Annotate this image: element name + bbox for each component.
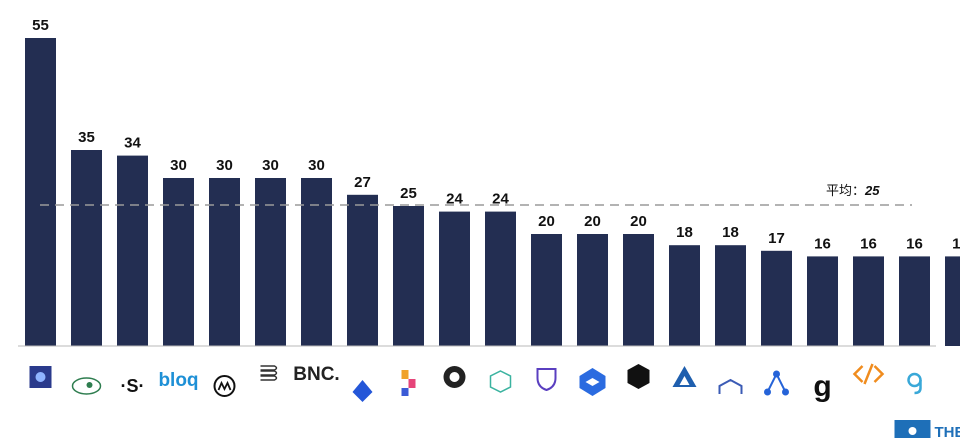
- bar-3: [117, 155, 148, 346]
- m-circle-icon: [213, 375, 236, 397]
- data-label-18: 16: [814, 235, 831, 252]
- data-label-17: 17: [768, 230, 785, 247]
- bar-12: [531, 234, 562, 346]
- bar-16: [715, 245, 746, 346]
- bar-6: [255, 178, 286, 346]
- data-label-9: 25: [400, 185, 417, 202]
- leaf-oval-icon: [71, 377, 102, 395]
- data-label-13: 20: [584, 213, 601, 230]
- bar-5: [209, 178, 240, 346]
- data-label-10: 24: [446, 191, 463, 208]
- bnc-icon: BNC.: [293, 364, 339, 385]
- svg-text:g: g: [813, 370, 831, 403]
- svg-text:BNC.: BNC.: [293, 364, 339, 385]
- g-swirl-icon: [907, 372, 922, 395]
- data-labels-group: 55 35 34 30 30 30 30 27 25 24 24 20 20 20 18 18 17 16 16 16…: [32, 17, 960, 252]
- data-label-21: 16: [952, 235, 960, 252]
- bar-18: [807, 256, 838, 346]
- bar-19: [853, 256, 884, 346]
- bar-10: [439, 211, 470, 346]
- data-label-1: 55: [32, 17, 49, 34]
- stacked-lines-icon: [260, 365, 278, 381]
- data-label-6: 30: [262, 157, 279, 174]
- bar-7: [301, 178, 332, 346]
- average-label-text: 平均：: [826, 183, 865, 198]
- hex-cube-icon: [29, 366, 52, 388]
- data-label-11: 24: [492, 191, 509, 208]
- data-label-8: 27: [354, 174, 371, 191]
- data-label-2: 35: [78, 129, 95, 146]
- cube-outline-icon: [489, 370, 512, 393]
- data-label-20: 16: [906, 235, 923, 252]
- data-label-7: 30: [308, 157, 325, 174]
- data-label-16: 18: [722, 224, 739, 241]
- bar-8: [347, 194, 378, 346]
- bar-9: [393, 206, 424, 346]
- code-chevron-icon: [852, 363, 885, 385]
- bar-4: [163, 178, 194, 346]
- data-label-14: 20: [630, 213, 647, 230]
- data-label-15: 18: [676, 224, 693, 241]
- bloq-icon: bloq: [158, 370, 198, 391]
- triangle-icon: [672, 366, 697, 387]
- category-icons-group: ·S· bloq BNC. g THE: [29, 363, 960, 438]
- bar-20: [899, 256, 930, 346]
- bridge-icon: [718, 378, 743, 394]
- bar-15: [669, 245, 700, 346]
- puzzle-icon: [401, 370, 416, 396]
- data-label-4: 30: [170, 157, 187, 174]
- dot-s-icon: ·S·: [121, 376, 145, 396]
- average-value: 25: [864, 183, 880, 198]
- shield-icon: [536, 368, 557, 392]
- aperture-icon: [443, 366, 466, 388]
- bar-1: [25, 38, 56, 346]
- g-icon: g: [813, 370, 831, 403]
- svg-text:bloq: bloq: [158, 370, 198, 391]
- bars-group: [25, 38, 960, 346]
- drop-cube-icon: [352, 380, 373, 402]
- bar-17: [761, 250, 792, 346]
- hex-layer-icon: [579, 368, 606, 396]
- svg-text:THE: THE: [935, 424, 960, 438]
- data-label-19: 16: [860, 235, 877, 252]
- data-label-5: 30: [216, 157, 233, 174]
- bar-14: [623, 234, 654, 346]
- cube-black-icon: [627, 364, 650, 389]
- average-label: 平均：25: [826, 183, 880, 198]
- data-label-3: 34: [124, 135, 141, 152]
- data-label-12: 20: [538, 213, 555, 230]
- bar-21: [945, 256, 960, 346]
- svg-text:·S·: ·S·: [121, 376, 145, 396]
- bar-11: [485, 211, 516, 346]
- network-node-icon: [764, 370, 789, 396]
- bar-2: [71, 150, 102, 346]
- bar-13: [577, 234, 608, 346]
- the-logo-icon: THE: [894, 420, 960, 438]
